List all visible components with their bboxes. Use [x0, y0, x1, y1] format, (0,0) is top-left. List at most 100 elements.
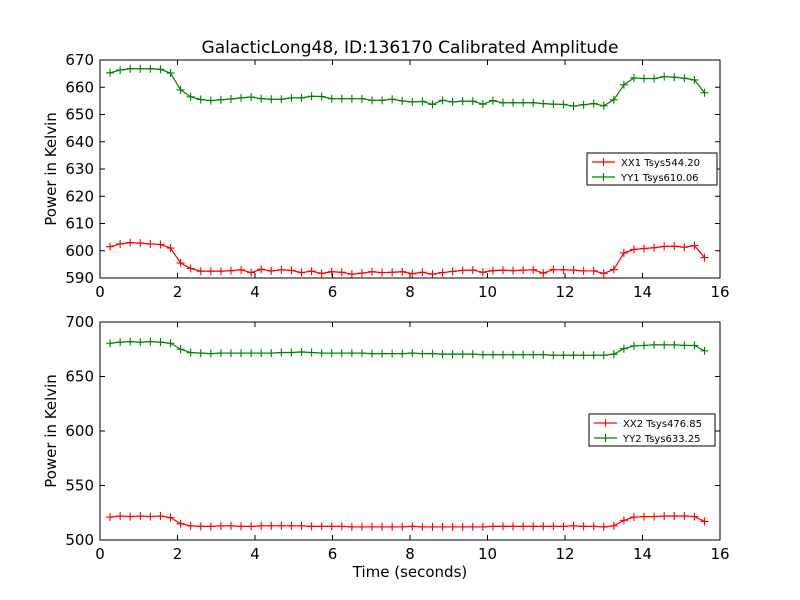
data-point — [126, 512, 135, 521]
data-point — [468, 350, 477, 359]
legend-marker — [599, 173, 608, 181]
data-point — [680, 243, 689, 252]
data-point — [116, 512, 125, 521]
data-point — [448, 522, 457, 531]
data-point — [509, 98, 518, 107]
data-point — [267, 349, 276, 358]
data-point — [690, 241, 699, 250]
data-point — [186, 521, 195, 530]
data-point — [599, 351, 608, 360]
data-point — [307, 267, 316, 276]
data-point — [499, 350, 507, 359]
data-point — [136, 239, 145, 248]
y-tick-label: 650 — [65, 106, 94, 124]
data-point — [337, 522, 346, 531]
data-point — [488, 522, 497, 531]
data-point — [619, 344, 628, 353]
data-point — [317, 522, 326, 531]
data-point — [629, 73, 638, 82]
data-point — [106, 242, 115, 251]
data-point — [549, 522, 558, 531]
data-point — [277, 265, 286, 274]
data-point — [297, 268, 306, 277]
data-point — [428, 522, 437, 531]
data-point — [196, 95, 205, 104]
data-point — [599, 101, 608, 110]
data-point — [629, 341, 638, 350]
data-point — [116, 66, 125, 75]
data-point — [670, 512, 679, 521]
data-point — [640, 512, 649, 521]
data-point — [267, 521, 276, 530]
data-point — [347, 270, 356, 279]
top-chart: 0 2 4 6 8 10 12 14 16 590 600 610 620 630 640 650 660 670… — [42, 51, 730, 301]
y-tick-label: 640 — [65, 133, 94, 151]
top-plot-frame — [99, 59, 721, 279]
data-point — [660, 340, 669, 349]
legend-box — [586, 152, 718, 186]
data-point — [499, 522, 507, 531]
data-point — [287, 348, 296, 357]
data-point — [700, 253, 709, 262]
data-point — [317, 92, 326, 101]
data-point — [267, 95, 276, 104]
data-point — [690, 512, 699, 521]
data-point — [398, 96, 407, 105]
data-point — [368, 522, 377, 531]
legend-entry: YY1 Tsys610.06 — [620, 173, 699, 184]
data-point — [368, 349, 377, 358]
data-point — [257, 94, 266, 103]
data-point — [337, 268, 346, 277]
data-point — [640, 341, 649, 350]
data-point — [126, 238, 135, 247]
y-tick-label: 550 — [65, 477, 94, 495]
data-point — [468, 97, 477, 106]
data-point — [519, 350, 528, 359]
data-point — [267, 266, 276, 275]
data-point — [176, 85, 185, 94]
data-point — [629, 245, 638, 254]
x-tick-label: 16 — [710, 545, 729, 563]
data-point — [529, 522, 538, 531]
data-point — [640, 244, 649, 253]
data-point — [609, 265, 618, 274]
data-point — [488, 350, 497, 359]
data-point — [509, 522, 518, 531]
x-tick-label: 4 — [250, 283, 260, 301]
data-point — [438, 350, 447, 359]
data-point — [529, 265, 538, 274]
data-point — [640, 74, 649, 83]
data-point — [670, 340, 679, 349]
data-point — [529, 98, 538, 107]
data-point — [106, 513, 115, 522]
data-point — [156, 65, 165, 74]
legend: XX1 Tsys544.20 YY1 Tsys610.06 — [586, 152, 718, 186]
y-axis-label: Power in Kelvin — [42, 374, 60, 488]
data-point — [368, 267, 377, 276]
data-point — [619, 248, 628, 257]
data-point — [146, 64, 155, 73]
data-point — [529, 350, 538, 359]
data-point — [458, 350, 467, 359]
data-point — [277, 521, 286, 530]
data-point — [428, 270, 437, 279]
x-tick-label: 6 — [328, 545, 338, 563]
x-tick-label: 0 — [95, 545, 105, 563]
data-point — [216, 521, 225, 530]
data-point — [559, 522, 568, 531]
data-point — [428, 100, 437, 109]
data-point — [599, 522, 608, 531]
series-xx1 — [106, 238, 709, 279]
data-point — [650, 243, 659, 252]
data-point — [619, 516, 628, 525]
y-axis-label: Power in Kelvin — [42, 112, 60, 226]
data-point — [690, 341, 699, 350]
data-point — [398, 349, 407, 358]
y-tick-label: 660 — [65, 78, 94, 96]
data-point — [579, 266, 588, 275]
data-point — [438, 522, 447, 531]
series-yy1 — [106, 64, 709, 111]
data-point — [247, 268, 256, 277]
x-tick-label: 10 — [478, 545, 497, 563]
data-point — [549, 265, 558, 274]
